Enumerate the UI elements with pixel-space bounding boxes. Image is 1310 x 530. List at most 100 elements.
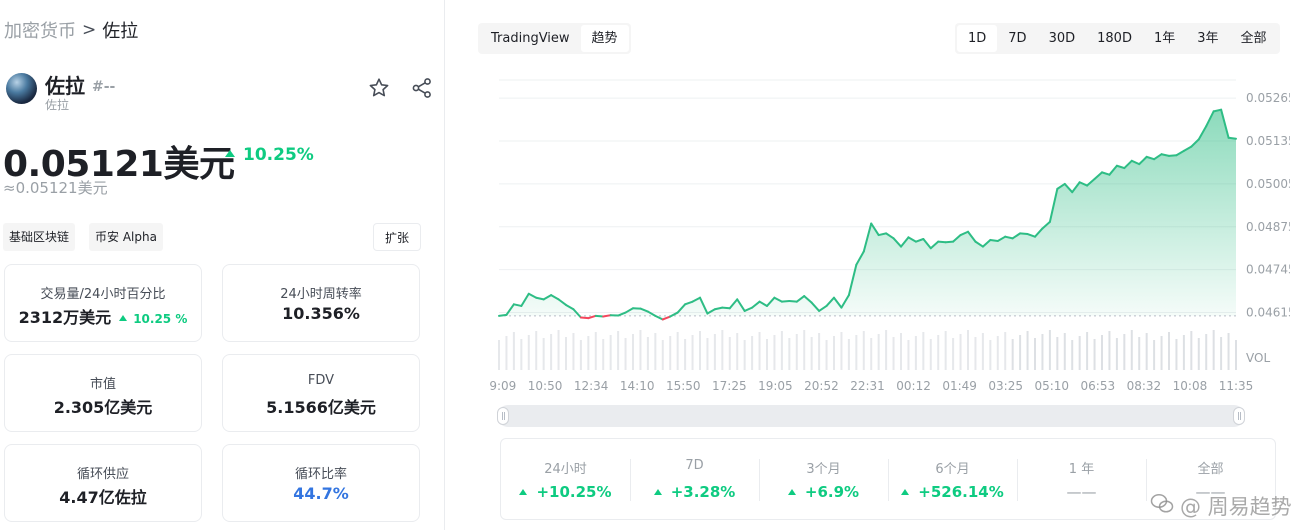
up-arrow-icon [901,489,910,495]
scroller-left-handle[interactable] [497,407,509,425]
tag-base-chain[interactable]: 基础区块链 [3,223,76,251]
volume-bar [527,335,530,370]
price-area-fill [499,109,1236,320]
chart-range-scroller[interactable] [497,405,1245,427]
price-chart[interactable]: 0.05265 0.05135 0.05005 0.04875 0.04745 0.046… [490,70,1290,400]
volume-bar [1056,337,1059,370]
volume-bar [885,330,888,370]
range-tab-1y[interactable]: 1年 [1153,31,1176,46]
price-line-segment [728,298,739,310]
volume-bar [713,334,716,370]
tag-binance-alpha[interactable]: 币安 Alpha [89,223,163,251]
volume-bar [1115,338,1118,370]
volume-bar [1108,331,1111,370]
volume-bar [542,338,545,370]
share-icon[interactable] [410,76,434,100]
volume-bar [1093,339,1096,370]
range-tab-30d[interactable]: 30D [1048,31,1076,46]
x-tick-label: 03:25 [988,379,1023,393]
time-range-switch: 1D 7D 30D 180D 1年 3年 全部 [955,23,1280,54]
volume-bar [743,340,746,370]
x-tick-label: 05:10 [1034,379,1069,393]
price-line-segment [1175,149,1185,157]
volume-bar [579,340,582,370]
price-line-segment [862,222,873,253]
x-tick-label: 22:31 [850,379,885,393]
range-tab-1d[interactable]: 1D [957,25,998,52]
price-line-segment [535,296,545,301]
stat-label: FDV [307,373,335,388]
volume-bar [1048,330,1051,370]
perf-value-text: +526.14% [918,483,1004,501]
volume-bar [609,335,612,370]
tab-tradingview[interactable]: TradingView [491,31,570,46]
volume-bar [550,334,553,370]
y-axis-labels: 0.05265 0.05135 0.05005 0.04875 0.04745 0.046… [1246,91,1290,365]
stat-label: 交易量/24小时百分比 [40,287,166,302]
perf-label: 7D [685,458,704,473]
price-line-segment [929,240,940,250]
up-arrow-icon [225,150,235,157]
tab-trend[interactable]: 趋势 [580,25,629,52]
price-line-segment [1108,164,1118,176]
range-tab-180d[interactable]: 180D [1097,31,1132,46]
price-line-segment [1101,171,1111,176]
price-line-segment [766,296,776,307]
stat-circulating-supply: 循环供应 4.47亿佐拉 [4,444,202,522]
perf-all: 全部 —— [1146,439,1275,519]
price-line-segment [1227,136,1237,140]
favorite-star-icon[interactable] [367,76,391,100]
price-approx: ≈0.05121美元 [3,179,108,197]
x-tick-label: 08:32 [1127,379,1162,393]
x-tick-label: 12:34 [574,379,609,393]
volume-bar [699,331,701,370]
price-line-segment [706,308,716,315]
price-line-segment [1071,181,1081,194]
stat-change: 10.25 % [119,312,187,326]
price-line-segment [1190,138,1200,148]
price-line-segment [602,314,612,318]
stat-label: 循环比率 [294,467,347,482]
volume-bar [728,337,731,370]
volume-axis-label: VOL [1246,351,1270,365]
volume-bar [847,339,850,370]
volume-bar [914,336,917,370]
price-line-segment [833,296,843,309]
x-tick-label: 19:05 [758,379,793,393]
breadcrumb-root-link[interactable]: 加密货币 [4,21,76,42]
price-line-segment [699,296,709,315]
volume-bar [1019,335,1022,370]
price-line-segment [751,300,761,309]
perf-label: 1 年 [1068,462,1095,477]
volume-bar [676,332,679,370]
wechat-icon [1150,493,1174,520]
x-tick-label: 11:35 [1219,379,1254,393]
volume-bar [922,332,925,370]
x-axis-labels: 09:09 10:50 12:34 14:10 15:50 17:25 19:05 20:52… [490,379,1253,393]
perf-6m: 6个月 +526.14% [888,439,1017,519]
volume-bar [1071,340,1074,370]
volume-bar [877,334,880,370]
range-tab-3y[interactable]: 3年 [1197,31,1219,46]
up-arrow-icon [519,489,528,495]
volume-bar [512,332,515,370]
volume-bar [602,339,605,370]
price-line-segment [654,314,664,321]
volume-bar [1227,333,1230,370]
y-tick-label: 0.04875 [1246,220,1290,234]
volume-bar [952,338,955,370]
volume-bar [1130,330,1133,370]
expand-button[interactable]: 扩张 [373,223,421,251]
volume-bar [1175,339,1178,370]
scroller-right-handle[interactable] [1233,407,1245,425]
coin-name: 佐拉 [45,74,85,98]
volume-bar [654,333,657,370]
range-tab-all[interactable]: 全部 [1240,31,1267,46]
y-tick-label: 0.04615 [1246,306,1290,320]
perf-label: 24小时 [544,462,587,477]
perf-7d: 7D +3.28% [630,439,759,519]
range-tab-7d[interactable]: 7D [1008,31,1027,46]
coin-info-panel: 加密货币 > 佐拉 佐拉 #-- 佐拉 0.05121美元 10.25% ≈0.… [0,0,445,530]
price-line-segment [713,306,724,311]
stat-value-text: 2312万美元 [18,308,112,327]
